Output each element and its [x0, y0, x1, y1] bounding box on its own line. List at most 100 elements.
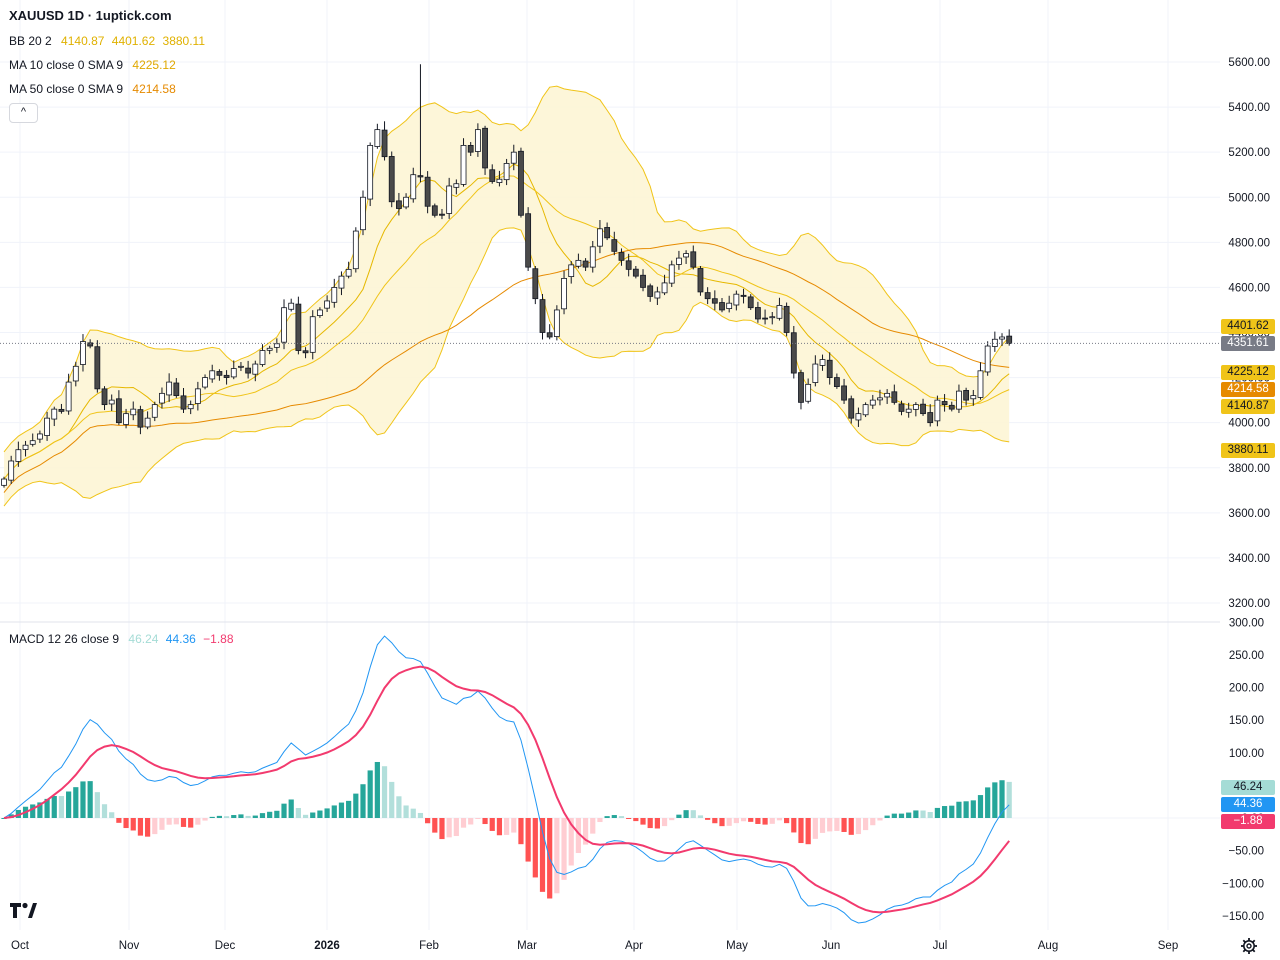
candle-down — [1006, 335, 1013, 344]
price-tag: 3880.11 — [1221, 443, 1275, 458]
candle — [539, 293, 546, 340]
macd-histogram-bar — [209, 816, 215, 818]
candle-up — [597, 228, 603, 247]
macd-tick-label: 200.00 — [1229, 683, 1264, 695]
legend-ma10-value: 4225.12 — [132, 58, 176, 72]
time-axis: Oct Nov Dec 2026 Feb Mar Apr May Jun Jul Aug Sep — [11, 940, 1178, 952]
candle — [826, 352, 833, 385]
candle-up — [812, 363, 819, 383]
candle — [395, 192, 402, 216]
candle-up — [144, 417, 151, 428]
legend-bb-name: BB 20 2 — [9, 34, 52, 48]
candle-up — [338, 275, 345, 289]
macd-histogram-bar — [776, 818, 783, 821]
candle-down — [704, 292, 711, 300]
candle — [891, 384, 898, 405]
macd-histogram-bar — [281, 803, 287, 818]
candle — [553, 305, 560, 341]
price-tick-label: 3600.00 — [1228, 508, 1270, 520]
macd-histogram-bar — [927, 812, 933, 818]
macd-histogram-bar — [475, 818, 481, 819]
gear-icon[interactable] — [1240, 937, 1258, 955]
macd-histogram-bar — [460, 818, 467, 828]
macd-histogram-bar — [582, 818, 589, 845]
candle — [862, 402, 869, 418]
candle-up — [460, 145, 467, 185]
candle — [352, 227, 359, 273]
chart-title: XAUUSD 1D · 1uptick.com — [9, 8, 172, 23]
candle-up — [72, 365, 79, 382]
legend-ma10[interactable]: MA 10 close 0 SMA 9 4225.12 — [9, 58, 180, 72]
candle — [65, 373, 72, 415]
legend-bb[interactable]: BB 20 2 4140.87 4401.62 3880.11 — [9, 34, 209, 48]
macd-histogram-bar — [841, 818, 847, 832]
candle-up — [553, 309, 560, 337]
macd-histogram-bar — [288, 799, 294, 818]
candle-up — [259, 350, 266, 365]
macd-histogram-bar — [267, 811, 273, 818]
macd-histogram-bar — [245, 815, 251, 818]
macd-histogram-bar — [654, 818, 660, 829]
macd-histogram-bar — [123, 818, 129, 829]
candle — [948, 401, 955, 412]
price-tag: 4214.58 — [1221, 382, 1275, 397]
candle — [151, 401, 158, 422]
candle-down — [826, 359, 833, 378]
candle-up — [345, 268, 352, 277]
macd-histogram-bar — [496, 818, 503, 836]
price-tick-label: 4000.00 — [1228, 418, 1270, 430]
legend-ma50-name: MA 50 close 0 SMA 9 — [9, 82, 124, 96]
macd-histogram-bar — [568, 818, 574, 866]
tradingview-logo-icon[interactable] — [8, 898, 38, 922]
macd-histogram-bar — [554, 818, 560, 894]
macd-histogram-bar — [360, 784, 366, 818]
candle-down — [941, 401, 948, 406]
candle — [410, 167, 417, 203]
candle — [467, 142, 474, 156]
candle-down — [489, 169, 496, 182]
candle — [661, 274, 668, 296]
candle-down — [611, 239, 618, 252]
candle — [984, 341, 991, 376]
time-tick-label: May — [726, 940, 748, 952]
candle — [805, 378, 812, 404]
candle-up — [309, 316, 316, 353]
candle — [482, 125, 488, 175]
candle — [575, 253, 582, 269]
legend-ma50[interactable]: MA 50 close 0 SMA 9 4214.58 — [9, 82, 180, 96]
candle-up — [474, 129, 481, 152]
legend-macd[interactable]: MACD 12 26 close 9 46.24 44.36 −1.88 — [9, 632, 238, 646]
candle — [568, 261, 575, 284]
macd-histogram-bar — [51, 796, 57, 818]
candle — [159, 387, 165, 409]
candle-down — [740, 294, 747, 297]
candle-down — [647, 285, 654, 297]
candle-down — [245, 367, 252, 374]
collapse-legend-button[interactable]: ^ — [9, 103, 38, 123]
candle — [446, 177, 453, 219]
macd-histogram-bar — [719, 818, 725, 827]
macd-histogram-bar — [324, 808, 330, 818]
candle-up — [252, 363, 259, 375]
legend-ma10-name: MA 10 close 0 SMA 9 — [9, 58, 124, 72]
candle-down — [920, 403, 926, 415]
candle — [388, 151, 395, 208]
candle — [905, 402, 912, 418]
candle — [187, 400, 194, 415]
macd-signal-line — [3, 665, 1010, 914]
candle — [604, 222, 611, 241]
macd-histogram-bar — [173, 818, 179, 825]
macd-histogram-bar — [963, 801, 969, 818]
candle — [309, 310, 316, 360]
macd-histogram-bar — [863, 818, 869, 831]
candle — [618, 248, 625, 266]
candle-down — [604, 227, 611, 239]
macd-histogram-bar — [116, 818, 122, 823]
candle-up — [510, 151, 517, 164]
candle — [561, 270, 567, 315]
candle — [884, 389, 891, 404]
candle-up — [683, 253, 689, 258]
candle — [194, 381, 201, 411]
time-tick-label: Sep — [1158, 940, 1178, 952]
